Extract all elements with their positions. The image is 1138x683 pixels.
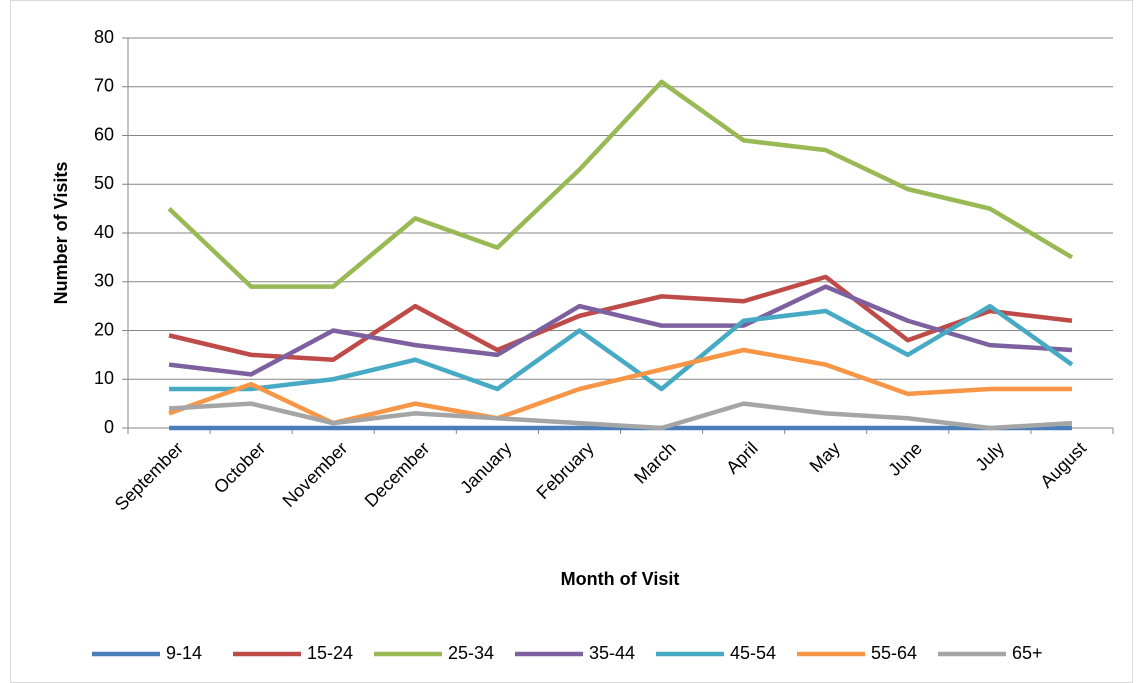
legend-label: 65+ [1012, 643, 1043, 663]
series-line [168, 274, 1073, 362]
legend-label: 25-34 [448, 643, 494, 663]
y-tick-label: 70 [94, 76, 114, 96]
y-tick-label: 50 [94, 173, 114, 193]
series-line [168, 401, 1073, 431]
y-tick-label: 60 [94, 124, 114, 144]
y-tick-label: 30 [94, 271, 114, 291]
legend-label: 45-54 [730, 643, 776, 663]
y-axis-title: Number of Visits [51, 162, 71, 305]
y-tick-label: 0 [104, 417, 114, 437]
series-line [168, 284, 1073, 377]
series-line [169, 303, 1074, 392]
legend-label: 9-14 [166, 643, 202, 663]
legend-label: 55-64 [871, 643, 917, 663]
x-axis-title: Month of Visit [561, 569, 680, 589]
y-tick-label: 10 [94, 368, 114, 388]
series-line [167, 79, 1074, 289]
y-tick-label: 80 [94, 27, 114, 47]
y-tick-label: 40 [94, 222, 114, 242]
legend-label: 35-44 [589, 643, 635, 663]
legend-label: 15-24 [307, 643, 353, 663]
series-line [168, 347, 1072, 426]
y-tick-label: 20 [94, 319, 114, 339]
